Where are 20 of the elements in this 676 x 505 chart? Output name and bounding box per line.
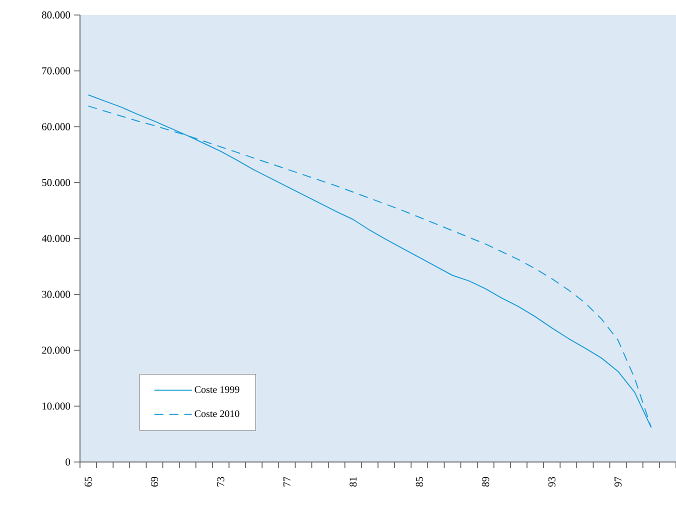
x-tick-label: 77 xyxy=(284,476,290,486)
x-tick-label: 65 xyxy=(84,476,92,487)
x-tick-label: 93 xyxy=(548,476,556,487)
x-tick-label: 85 xyxy=(416,476,423,487)
x-tick-label: 97 xyxy=(614,476,622,487)
x-tick-label: 69 xyxy=(150,476,158,487)
y-tick-label: 50.000 xyxy=(42,179,70,186)
y-tick-label: 10.000 xyxy=(42,402,70,410)
x-tick-label: 89 xyxy=(482,476,490,487)
y-tick-label: 60.000 xyxy=(42,123,70,130)
y-tick-label: 40.000 xyxy=(42,234,70,242)
y-tick-label: 80.000 xyxy=(42,11,70,19)
y-tick-label: 20.000 xyxy=(42,346,70,354)
legend-label: Coste 2010 xyxy=(194,410,240,418)
legend-label: Coste 1999 xyxy=(194,386,240,393)
x-tick-label: 73 xyxy=(217,476,224,486)
y-tick-label: 30.000 xyxy=(42,290,70,298)
x-tick-label: 81 xyxy=(350,477,357,487)
y-tick-label: 0 xyxy=(66,458,70,466)
y-tick-label: 70.000 xyxy=(42,67,70,74)
